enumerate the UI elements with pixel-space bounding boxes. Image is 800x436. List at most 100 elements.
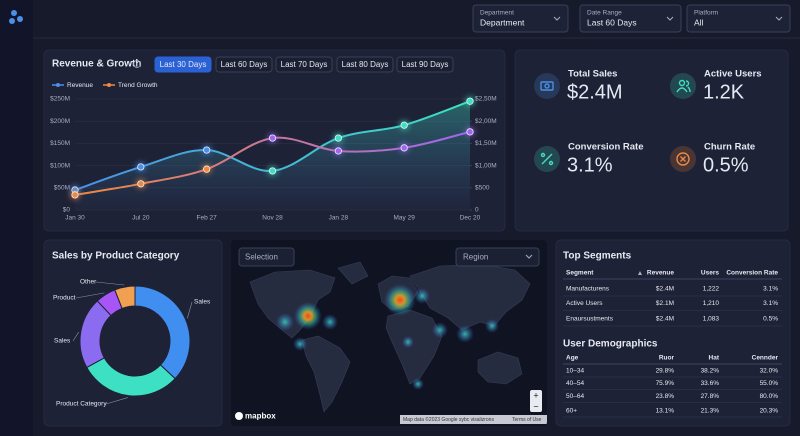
y-tick-label: $150M [50,140,70,147]
filter-dropdown[interactable] [579,4,682,33]
table-cell: 55.0% [760,380,779,387]
table-cell: 23.8% [656,393,675,400]
x-tick-label: Dec 20 [460,215,481,222]
x-tick-label: Feb 27 [197,215,218,222]
leader-line [72,331,79,342]
data-point [334,134,342,142]
y2-tick-label: $2,00M [475,118,497,125]
selection-box[interactable] [238,247,295,267]
x-tick-label: May 29 [394,215,416,222]
data-point [137,180,145,188]
x-tick-label: Jan 30 [65,215,85,222]
column-header: Segment [566,270,594,277]
kpi-icon [676,152,690,166]
zoom-in[interactable]: + [533,390,538,400]
table-cell: 10–34 [566,368,584,375]
demographics-title: User Demographics [563,339,658,350]
table-cell: 1,210 [703,300,720,307]
table-cell: 3.1% [763,286,778,293]
filter-dropdown[interactable] [472,4,569,33]
selection-label: Selection [245,253,278,262]
mapbox-logo[interactable]: mapbox [245,412,276,421]
region-dropdown[interactable] [455,247,540,267]
kpi-label: Churn Rate [704,142,755,153]
segments-title: Top Segments [563,251,632,262]
table-cell: 60+ [566,408,577,415]
kpi-label: Active Users [704,69,762,80]
kpi-icon [680,156,686,162]
x-tick-label: Jan 28 [329,215,349,222]
data-point [203,146,211,154]
y2-tick-label: $2,50M [475,96,497,103]
dropdown-caret [525,254,533,259]
terms-link[interactable]: Terms of Use [512,417,542,423]
table-cell: 32.0% [760,368,779,375]
kpi-label: Total Sales [568,69,617,80]
filter-value: All [694,17,704,27]
kpi-value: $2.4M [567,81,623,103]
category-label: Other [80,279,97,286]
column-header: Conversion Rate [726,270,778,277]
table-cell: Enaursustments [566,316,614,323]
kpi-icon [541,153,553,165]
data-point [268,167,277,175]
mapbox-mark [235,412,243,420]
region-label: Region [463,253,488,262]
table-cell: 21.3% [701,408,720,415]
filter-dropdown[interactable] [686,4,791,33]
filter-value: Last 60 Days [587,17,637,27]
kpi-value: 3.1% [567,154,613,176]
category-label: Sales [194,299,211,306]
y2-tick-label: $500 [475,185,490,192]
range-label: Last 30 Days [160,60,207,69]
map[interactable]: Selection Region + − mapbox Map data ©20… [231,240,547,426]
range-label: Last 70 Days [281,60,328,69]
x-tick-label: Nov 28 [262,215,283,222]
y2-tick-label: 0 [475,207,479,214]
kpi-icon [544,83,550,89]
category-label: Sales [54,338,71,345]
data-point [334,147,342,155]
column-header: Revenue [647,270,674,277]
column-header: Cennder [752,355,779,362]
table-cell: 50–64 [566,393,584,400]
range-button[interactable] [215,56,273,73]
table-cell: $2.1M [656,300,674,307]
table-cell: 40–54 [566,380,584,387]
table-cell: 38.2% [701,368,720,375]
leader-line [75,292,105,299]
info-icon[interactable] [133,60,141,68]
table-cell: $2.4M [656,316,674,323]
table-cell: 0.5% [763,316,778,323]
filter-label: Department [480,10,514,17]
range-button[interactable] [396,56,454,73]
y-tick-label: $200M [50,118,70,125]
chart-title: Revenue & Growth [52,59,141,70]
y2-tick-label: $1,00M [475,162,497,169]
zoom-controls [530,390,542,412]
range-button[interactable] [275,56,333,73]
data-point [268,134,277,142]
leader-line [187,301,193,319]
kpi-icon [548,160,554,166]
logo[interactable] [9,10,23,24]
table-cell: $2.4M [656,286,674,293]
data-point [71,191,79,199]
table-cell: 1,083 [703,316,720,323]
heatmap [276,284,499,390]
table-cell: 1,222 [703,286,720,293]
table-cell: 75.9% [656,380,675,387]
kpi-icon [540,152,546,158]
range-button[interactable] [154,56,212,73]
sort-indicator[interactable] [638,271,642,275]
y-tick-label: $0 [63,207,71,214]
range-button[interactable] [336,56,394,73]
zoom-out[interactable]: − [533,401,538,411]
legend-label: Revenue [67,82,93,89]
chart-title: Sales by Product Category [52,251,180,262]
revenue-area [75,101,470,210]
range-label: Last 80 Days [342,60,389,69]
kpi-value: 0.5% [703,154,749,176]
